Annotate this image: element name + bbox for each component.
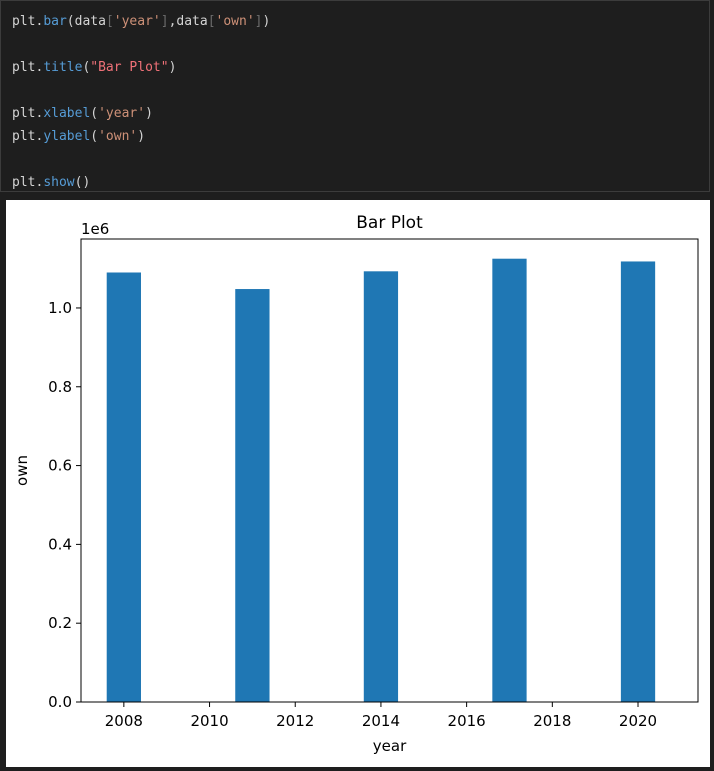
code-token: ] <box>160 14 169 29</box>
code-token: . <box>35 60 44 75</box>
bar <box>620 261 656 702</box>
code-token: ( <box>90 106 99 121</box>
code-token: ] <box>254 14 263 29</box>
code-token: ( <box>90 129 99 144</box>
x-tick-label: 2016 <box>448 712 486 730</box>
code-token: ) <box>168 60 177 75</box>
code-token: ) <box>137 129 146 144</box>
code-line: plt.ylabel('own') <box>12 129 145 144</box>
y-tick-label: 0.6 <box>48 457 72 475</box>
x-tick-label: 2020 <box>619 712 657 730</box>
x-axis-label: year <box>373 737 407 755</box>
code-token: 'own' <box>98 129 138 144</box>
code-line: plt.title("Bar Plot") <box>12 60 176 75</box>
code-token: plt <box>12 129 36 144</box>
code-token: [ <box>207 14 216 29</box>
code-line: plt.bar(data['year'],data['own']) <box>12 14 270 29</box>
y-axis-label: own <box>13 455 31 486</box>
x-tick-label: 2014 <box>362 712 400 730</box>
code-token: plt <box>12 60 36 75</box>
bar <box>363 271 399 702</box>
code-token: plt <box>12 14 36 29</box>
y-tick-label: 0.8 <box>48 378 72 396</box>
y-tick-label: 0.4 <box>48 535 72 553</box>
code-token: ) <box>145 106 153 121</box>
code-token: 'year' <box>113 14 161 29</box>
code-token: [ <box>105 14 114 29</box>
code-token: ( <box>82 60 91 75</box>
y-tick-label: 0.0 <box>48 693 72 711</box>
code-token: title <box>43 60 83 75</box>
x-tick-label: 2012 <box>276 712 314 730</box>
code-token: show <box>43 175 75 190</box>
x-tick-label: 2018 <box>533 712 571 730</box>
y-axis-offset-label: 1e6 <box>81 220 109 238</box>
code-token: "Bar Plot" <box>90 60 169 75</box>
code-token: xlabel <box>43 106 91 121</box>
code-token: . <box>35 129 44 144</box>
code-editor[interactable]: plt.bar(data['year'],data['own']) plt.ti… <box>12 10 270 194</box>
chart-title: Bar Plot <box>356 213 423 233</box>
code-token: () <box>74 175 91 190</box>
bar-chart: 2008 2010 2012 2014 2016 2018 2020 0.0 0.2 0.4 0.… <box>13 213 699 755</box>
code-token: . <box>35 175 44 190</box>
code-token: plt <box>12 175 36 190</box>
code-token: ) <box>262 14 271 29</box>
code-token: 'own' <box>215 14 255 29</box>
code-token: ylabel <box>43 129 91 144</box>
code-token: (data <box>66 14 106 29</box>
code-cell[interactable]: plt.bar(data['year'],data['own']) plt.ti… <box>0 0 710 192</box>
code-token: plt <box>12 106 36 121</box>
code-token: 'year' <box>98 106 146 121</box>
code-line: plt.xlabel('year') <box>12 106 153 121</box>
y-tick-label: 0.2 <box>48 614 72 632</box>
bar <box>106 272 141 702</box>
code-line: plt.show() <box>12 175 90 190</box>
code-token: bar <box>43 14 67 29</box>
code-token: . <box>35 14 44 29</box>
x-tick-label: 2010 <box>190 712 228 730</box>
bar <box>492 258 527 702</box>
y-tick-label: 1.0 <box>48 299 72 317</box>
cell-output: 2008 2010 2012 2014 2016 2018 2020 0.0 0.2 0.4 0.… <box>6 200 710 767</box>
code-token: . <box>35 106 44 121</box>
axes-frame <box>80 238 699 703</box>
code-token: ,data <box>168 14 208 29</box>
bar <box>235 289 270 702</box>
x-tick-label: 2008 <box>105 712 143 730</box>
